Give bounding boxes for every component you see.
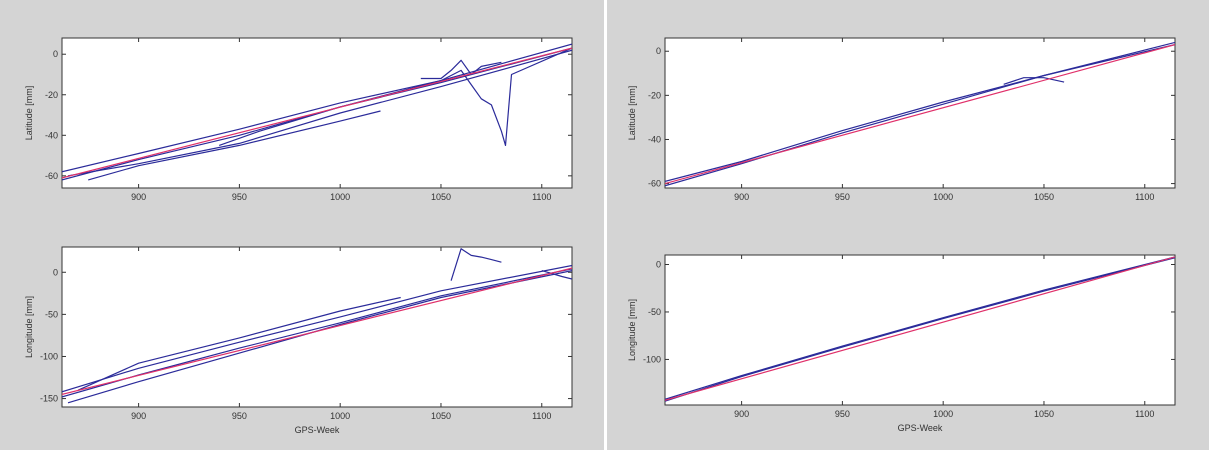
series-line bbox=[88, 110, 381, 181]
series-line bbox=[67, 270, 572, 404]
x-tick-label: 1000 bbox=[330, 411, 350, 421]
series-group bbox=[62, 248, 572, 404]
y-tick-label: -40 bbox=[648, 134, 661, 144]
x-tick-label: 1100 bbox=[532, 192, 551, 202]
y-tick-label: -60 bbox=[45, 171, 58, 181]
x-tick-label: 900 bbox=[734, 192, 749, 202]
y-axis-label: Longitude [mm] bbox=[24, 296, 34, 358]
y-tick-label: -100 bbox=[643, 354, 661, 364]
trend-line bbox=[665, 44, 1175, 185]
y-tick-label: -50 bbox=[45, 309, 58, 319]
x-tick-label: 900 bbox=[131, 192, 146, 202]
x-tick-label: 950 bbox=[835, 409, 850, 419]
y-tick-label: -20 bbox=[45, 90, 58, 100]
x-tick-label: 1100 bbox=[532, 411, 551, 421]
series-line bbox=[450, 248, 502, 281]
y-axis-label: Longitude [mm] bbox=[627, 299, 637, 361]
series-group bbox=[665, 41, 1175, 187]
y-tick-label: -20 bbox=[648, 90, 661, 100]
y-tick-label: -40 bbox=[45, 130, 58, 140]
series-line bbox=[77, 296, 401, 391]
series-line bbox=[62, 264, 572, 393]
y-tick-label: 0 bbox=[53, 49, 58, 59]
y-tick-label: -150 bbox=[40, 394, 58, 404]
y-tick-label: 0 bbox=[656, 46, 661, 56]
x-tick-label: 1000 bbox=[933, 192, 953, 202]
chart-right-longitude: 900 950 1000 1050 1100 0 -50 -100 Longitude [mm]… bbox=[627, 254, 1176, 433]
y-tick-label: 0 bbox=[53, 267, 58, 277]
series-line bbox=[1003, 77, 1065, 85]
series-line bbox=[62, 47, 572, 181]
series-group bbox=[665, 256, 1175, 402]
series-line bbox=[665, 44, 1175, 182]
series-line bbox=[665, 257, 1175, 402]
chart-left-latitude: 900 950 1000 1050 1100 0 -20 -40 -60 Latitude [mm… bbox=[24, 37, 573, 202]
x-tick-label: 1100 bbox=[1135, 409, 1154, 419]
y-tick-label: -50 bbox=[648, 307, 661, 317]
y-tick-label: -60 bbox=[648, 179, 661, 189]
x-axis-label: GPS-Week bbox=[295, 425, 340, 435]
x-tick-label: 900 bbox=[131, 411, 146, 421]
y-axis-label: Latitude [mm] bbox=[627, 86, 637, 141]
plot-area bbox=[664, 37, 1176, 189]
x-axis-label: GPS-Week bbox=[898, 423, 943, 433]
series-group bbox=[62, 43, 572, 181]
x-tick-label: 1050 bbox=[431, 192, 451, 202]
plot-area bbox=[61, 246, 573, 408]
trend-line bbox=[62, 47, 572, 179]
y-axis-label: Latitude [mm] bbox=[24, 86, 34, 141]
x-tick-label: 1000 bbox=[330, 192, 350, 202]
x-tick-label: 900 bbox=[734, 409, 749, 419]
trend-line bbox=[62, 267, 572, 395]
series-line bbox=[67, 49, 572, 177]
y-tick-label: -100 bbox=[40, 351, 58, 361]
x-tick-label: 1050 bbox=[431, 411, 451, 421]
series-line bbox=[665, 256, 1175, 400]
x-tick-label: 1050 bbox=[1034, 192, 1054, 202]
trend-line bbox=[665, 256, 1175, 401]
series-line bbox=[420, 59, 502, 80]
series-line bbox=[62, 43, 572, 173]
x-tick-label: 950 bbox=[232, 192, 247, 202]
x-tick-label: 950 bbox=[835, 192, 850, 202]
x-tick-label: 1050 bbox=[1034, 409, 1054, 419]
series-line bbox=[541, 270, 572, 280]
chart-right-latitude: 900 950 1000 1050 1100 0 -20 -40 -60 Latitude [mm… bbox=[627, 37, 1176, 202]
x-tick-label: 950 bbox=[232, 411, 247, 421]
x-tick-label: 1000 bbox=[933, 409, 953, 419]
y-tick-label: 0 bbox=[656, 259, 661, 269]
chart-left-longitude: 900 950 1000 1050 1100 0 -50 -100 -150 Longitude … bbox=[24, 246, 573, 435]
x-tick-label: 1100 bbox=[1135, 192, 1154, 202]
